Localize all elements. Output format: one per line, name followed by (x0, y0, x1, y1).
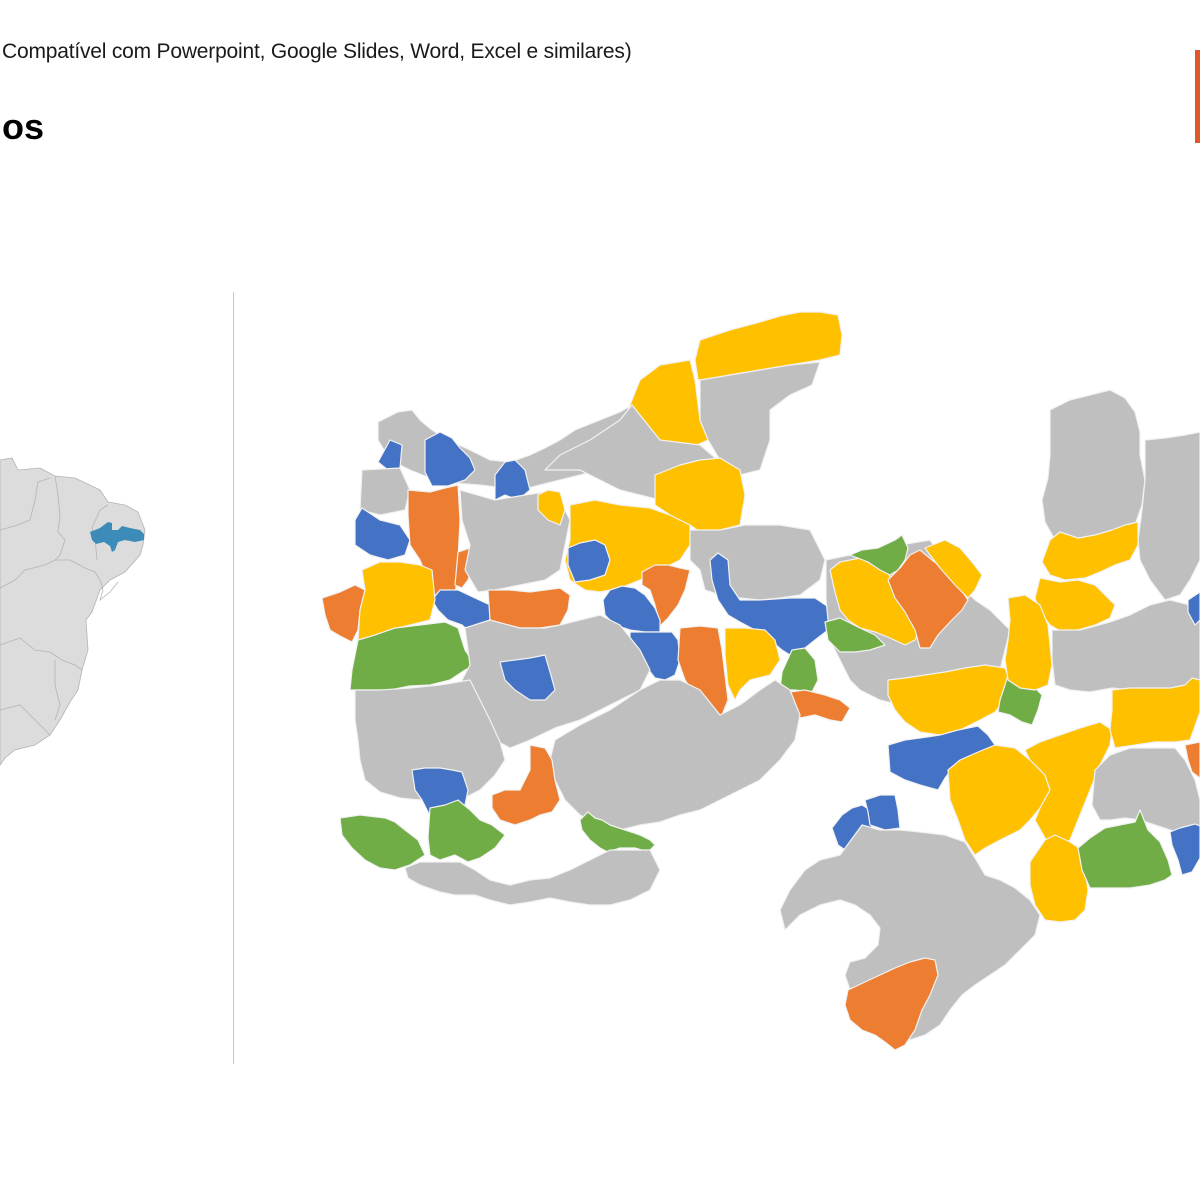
municipality-region-green[interactable] (339, 814, 426, 871)
municipality-region-green[interactable] (824, 617, 886, 653)
paraiba-map-svg (321, 311, 1200, 1051)
vertical-divider (233, 292, 234, 1064)
brazil-locator-map (0, 420, 240, 780)
municipality-region-orange[interactable] (321, 584, 366, 643)
municipality-region-blue[interactable] (494, 459, 531, 501)
municipality-region-gray[interactable] (699, 361, 821, 476)
municipality-region-green[interactable] (349, 621, 476, 691)
municipality-region-orange[interactable] (1184, 741, 1200, 779)
brazil-state-borders (0, 475, 119, 736)
municipality-region-green[interactable] (427, 799, 506, 863)
municipality-region-blue[interactable] (709, 552, 831, 656)
municipality-region-gray[interactable] (779, 824, 1041, 1041)
municipality-region-blue[interactable] (499, 654, 556, 701)
municipality-region-yellow[interactable] (947, 744, 1051, 856)
municipality-region-yellow[interactable] (654, 457, 746, 533)
municipality-region-gray[interactable] (404, 849, 661, 906)
municipality-region-yellow[interactable] (357, 561, 436, 641)
slide-subtitle: Compatível com Powerpoint, Google Slides… (2, 40, 632, 63)
municipality-region-gray[interactable] (1091, 747, 1200, 836)
municipality-region-yellow[interactable] (1041, 521, 1139, 581)
municipality-region-orange[interactable] (487, 587, 571, 629)
municipality-region-green[interactable] (779, 647, 819, 693)
paraiba-municipalities-map (300, 290, 1200, 1080)
municipality-region-green[interactable] (849, 534, 909, 576)
municipality-region-gray[interactable] (354, 679, 506, 806)
municipality-region-orange[interactable] (641, 564, 691, 627)
municipality-region-yellow[interactable] (1029, 834, 1089, 923)
municipality-region-blue[interactable] (424, 431, 476, 487)
municipality-region-blue[interactable] (567, 539, 611, 583)
municipality-region-gray[interactable] (459, 489, 571, 593)
municipality-region-green[interactable] (579, 811, 656, 853)
municipality-region-green[interactable] (1077, 809, 1173, 889)
municipality-region-gray[interactable] (1137, 431, 1200, 601)
municipality-region-yellow[interactable] (1024, 721, 1113, 851)
brazil-locator-svg (0, 457, 146, 766)
accent-bar (1195, 50, 1200, 143)
municipality-region-yellow[interactable] (1109, 677, 1200, 749)
paraiba-highlight (90, 522, 144, 552)
municipality-region-blue[interactable] (864, 794, 901, 831)
municipality-region-yellow[interactable] (537, 489, 566, 526)
slide-title: os (2, 106, 45, 147)
municipality-region-orange[interactable] (491, 744, 561, 826)
municipality-region-yellow[interactable] (924, 539, 983, 599)
brazil-land (0, 457, 146, 766)
municipality-region-blue[interactable] (354, 507, 411, 561)
municipality-region-blue[interactable] (1187, 591, 1200, 626)
municipality-region-yellow[interactable] (1004, 594, 1053, 691)
municipality-region-yellow[interactable] (724, 627, 781, 701)
municipality-region-orange[interactable] (844, 957, 939, 1051)
municipality-region-blue[interactable] (1169, 823, 1200, 876)
municipality-region-gray[interactable] (359, 467, 411, 516)
